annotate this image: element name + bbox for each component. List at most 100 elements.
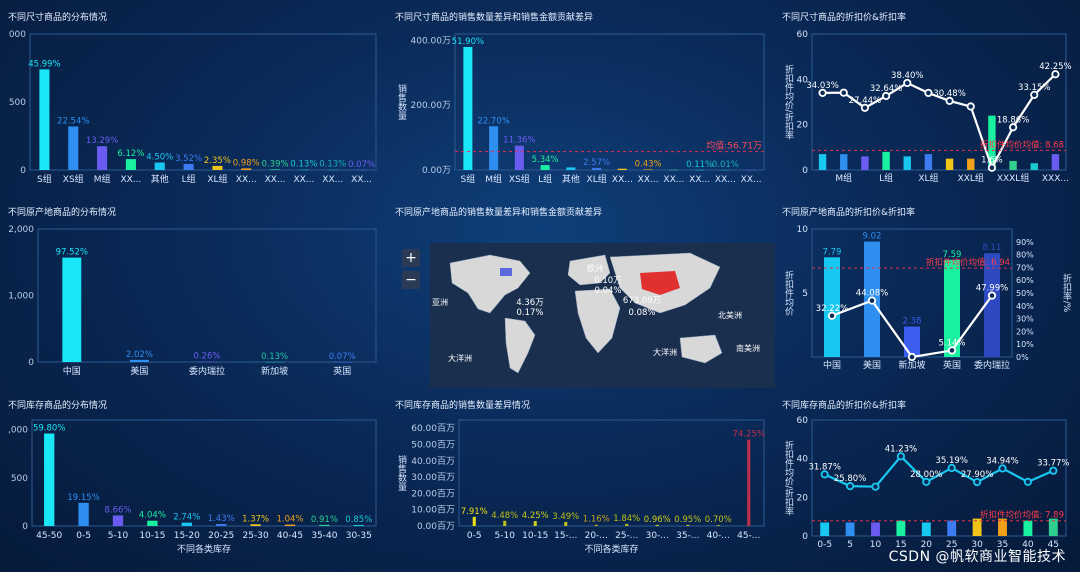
- x-tick-label: 45-...: [737, 531, 760, 541]
- data-label: 5.34%: [532, 155, 559, 165]
- data-label: 8.66%: [104, 505, 131, 515]
- bar-data-label: 7.59: [943, 250, 962, 260]
- y2-tick-label: 40%: [1016, 302, 1034, 311]
- y-axis-label: 折扣件均价/折扣率: [783, 439, 794, 516]
- bar: [250, 524, 261, 526]
- line-data-label: 41.23%: [885, 444, 917, 454]
- bar: [265, 361, 285, 363]
- x-tick-label: 英国: [943, 359, 961, 371]
- watermark: CSDN @帆软商业智能技术: [888, 549, 1066, 565]
- x-tick-label: XX...: [689, 175, 710, 185]
- chart-title: 不同尺寸商品的销售数量差异和销售金额贡献差异: [395, 13, 594, 23]
- bar: [845, 522, 855, 536]
- bar: [533, 521, 537, 526]
- x-tick-label: 5-10: [108, 531, 129, 541]
- bar: [903, 156, 911, 170]
- x-tick-label: XL组: [587, 173, 607, 185]
- panel-origin-discount: 不同原产地商品的折扣价&折扣率 5 10 0% 10% 20% 30% 40% 50% 60% 7…: [782, 205, 1072, 385]
- panel-origin-map: 不同原产地商品的销售数量差异和销售金额贡献差异 + − 4.36万 0.17% 0.…: [395, 205, 775, 390]
- zoom-in-button[interactable]: +: [402, 249, 420, 267]
- bar: [871, 522, 880, 536]
- bar: [643, 169, 653, 170]
- data-label: 0.91%: [311, 515, 338, 525]
- chart-size-sales: 0.00万 200.00万 400.00万 51.90% S组 22.70% M组 11.36…: [396, 33, 765, 185]
- y2-tick-label: 30%: [1016, 315, 1034, 324]
- south-america-shape: [504, 317, 536, 374]
- line-point: [1023, 477, 1032, 486]
- chart-title: 不同库存商品的折扣价&折扣率: [782, 401, 907, 411]
- x-tick-label: 20-25: [208, 531, 234, 541]
- x-tick-label: XX...: [236, 175, 257, 185]
- x-tick-label: XX...: [293, 175, 314, 185]
- bar: [947, 520, 957, 536]
- bar: [972, 518, 982, 536]
- x-tick-label: XL组: [207, 173, 227, 185]
- map-region-label: 欧洲: [587, 263, 603, 273]
- line-point: [966, 102, 975, 111]
- data-label: 22.70%: [477, 116, 509, 126]
- y-tick-label: 50.00百万: [411, 439, 455, 450]
- zoom-out-button[interactable]: −: [402, 271, 420, 289]
- map-data-label: 0.10万: [594, 276, 621, 286]
- x-tick-label: 25: [946, 540, 957, 550]
- line-point: [907, 352, 917, 362]
- bar: [592, 168, 602, 170]
- map-region-label: 南美洲: [736, 343, 760, 353]
- line-point: [846, 482, 855, 491]
- y-tick-label: 0: [20, 166, 26, 176]
- y-tick-label: 5: [802, 289, 808, 299]
- bar: [472, 516, 476, 526]
- panel-size-sales: 不同尺寸商品的销售数量差异和销售金额贡献差异 0.00万 200.00万 400.0…: [395, 10, 770, 190]
- x-tick-label: 15-20: [174, 531, 200, 541]
- y-tick-label: 20: [797, 493, 809, 503]
- line-data-label: 33.15%: [1018, 83, 1050, 93]
- bar: [1030, 163, 1038, 170]
- x-tick-label: 0-5: [76, 531, 91, 541]
- y-axis-label: 折扣件均价: [783, 269, 794, 315]
- line-point: [820, 470, 829, 479]
- y2-tick-label: 90%: [1016, 238, 1034, 247]
- plot-frame: [454, 33, 765, 171]
- x-tick-label: XX...: [322, 175, 343, 185]
- plot-frame: [31, 419, 377, 527]
- map-data-label: 0.08%: [628, 308, 655, 318]
- x-tick-label: 25-30: [243, 531, 269, 541]
- line-point: [896, 452, 906, 461]
- y-tick-label: 0.00百万: [417, 521, 455, 532]
- x-tick-label: XX...: [638, 175, 659, 185]
- line-data-label: 27.90%: [961, 470, 993, 480]
- y-tick-label: 0: [802, 532, 808, 542]
- bar: [284, 524, 296, 526]
- bar: [720, 169, 730, 171]
- bar: [820, 522, 830, 536]
- y2-tick-label: 70%: [1016, 263, 1034, 272]
- bar: [39, 69, 50, 170]
- line-data-label: 32.22%: [816, 304, 848, 314]
- chart-title: 不同库存商品的分布情况: [8, 401, 108, 411]
- china-highlight: [640, 271, 680, 295]
- x-tick-label: 45-50: [36, 531, 62, 541]
- africa-shape: [574, 288, 621, 354]
- map-data-label: 4.36万: [516, 298, 543, 308]
- x-tick-label: 美国: [863, 359, 881, 371]
- y2-tick-label: 60%: [1016, 276, 1034, 285]
- bar: [147, 520, 158, 526]
- bar: [1048, 518, 1058, 536]
- y-tick-label: 400.00万: [411, 36, 452, 46]
- bar: [62, 257, 82, 362]
- bar: [967, 158, 975, 170]
- y-tick-label: 60.00百万: [411, 423, 455, 434]
- x-tick-label: XX...: [265, 175, 286, 185]
- data-label: 45.99%: [28, 59, 60, 69]
- y-tick-label: 2,000: [8, 225, 34, 235]
- x-tick-label: 15-...: [554, 531, 577, 541]
- usa-highlight: [500, 268, 512, 276]
- x-tick-label: M组: [485, 173, 502, 185]
- data-label: 4.50%: [146, 153, 173, 163]
- bar: [1023, 520, 1033, 536]
- x-tick-label: 新加坡: [898, 359, 925, 371]
- bar: [861, 156, 869, 170]
- data-label: 3.52%: [175, 154, 202, 164]
- bar: [332, 361, 352, 363]
